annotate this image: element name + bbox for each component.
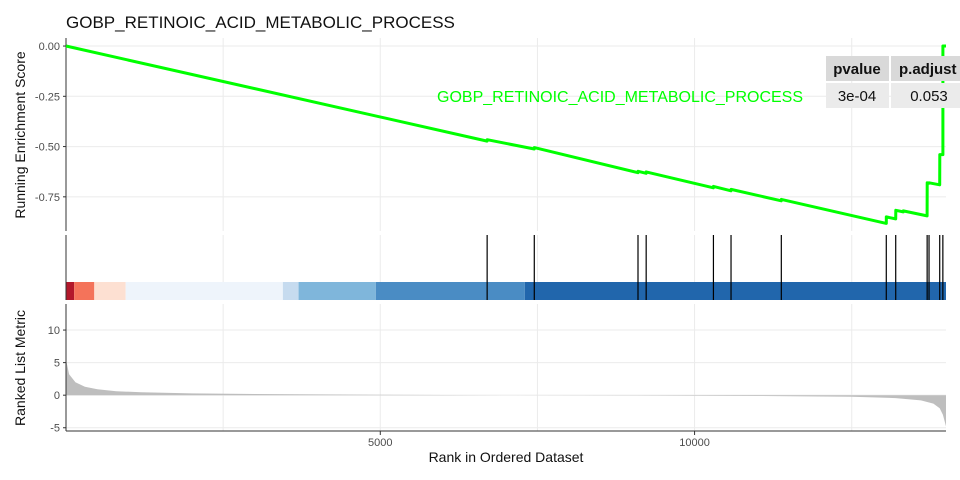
rank-band-6 [375,282,525,300]
table-header-pvalue: pvalue [833,61,881,78]
table-cell-pvalue-bg [826,83,889,108]
es-panel: 0.00 -0.25 -0.50 -0.75 GOBP_RETINOIC_ACID_M… [12,38,960,231]
table-cell-pvalue: 3e-04 [838,88,876,105]
rank-band-0 [66,282,75,300]
rank-band-5 [298,282,376,300]
x-tick-label-0: 5000 [368,437,392,449]
es-gridlines [66,38,946,231]
es-ytick-label-0: 0.00 [39,41,60,53]
es-ytick-label-1: -0.25 [35,91,60,103]
metric-y-ticks: 10 5 0 -5 [48,325,66,435]
hits-panel [65,235,946,300]
x-axis-label: Rank in Ordered Dataset [429,449,584,465]
metric-ytick-label-0: 10 [48,325,60,337]
running-enrichment-line [65,44,946,225]
es-ytick-label-3: -0.75 [35,192,60,204]
rank-band-7 [524,282,946,300]
gene-set-annotation: GOBP_RETINOIC_ACID_METABOLIC_PROCESS [437,89,803,106]
rank-band-2 [94,282,126,300]
chart-title: GOBP_RETINOIC_ACID_METABOLIC_PROCESS [66,13,455,32]
table-header-padjust: p.adjust [899,61,957,78]
stats-table: pvalue p.adjust 3e-04 0.053 [826,56,960,108]
rank-band-1 [74,282,95,300]
table-header-padjust-bg [891,56,960,81]
es-ytick-label-2: -0.50 [35,142,60,154]
rank-band-4 [282,282,299,300]
metric-gridlines [66,304,946,431]
table-cell-padjust-bg [891,83,960,108]
rank-band-3 [125,282,283,300]
metric-ytick-label-3: -5 [50,423,60,435]
ranked-metric-area [66,359,946,427]
metric-ytick-label-1: 5 [54,358,60,370]
table-cell-padjust: 0.053 [910,88,948,105]
x-tick-label-1: 10000 [679,437,710,449]
metric-panel: 10 5 0 -5 5000 10000 Ranked List Metric Rank… [12,304,946,465]
gene-hit-lines [486,235,944,300]
x-ticks: 5000 10000 [368,431,710,449]
table-header-pvalue-bg [826,56,889,81]
rank-color-bar [66,282,946,300]
es-y-axis-label: Running Enrichment Score [12,51,28,219]
es-y-ticks: 0.00 -0.25 -0.50 -0.75 [35,41,66,204]
metric-y-axis-label: Ranked List Metric [12,310,28,426]
metric-ytick-label-2: 0 [54,390,60,402]
